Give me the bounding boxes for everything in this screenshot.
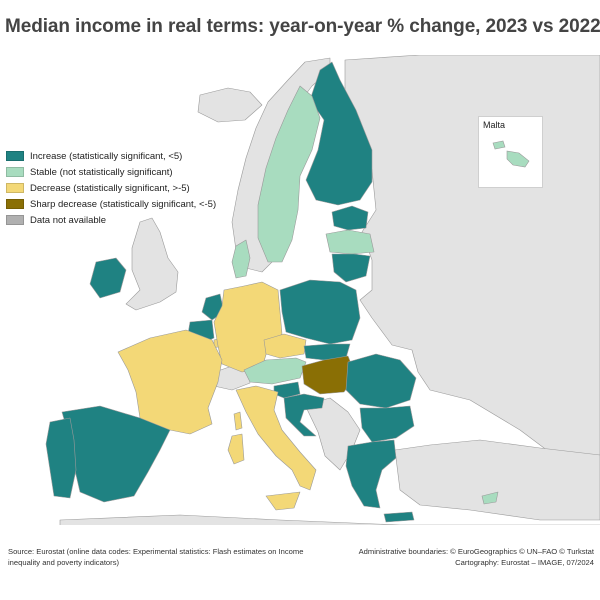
legend-swatch-increase bbox=[6, 151, 24, 161]
finland-region bbox=[305, 61, 373, 206]
legend-item-not-available: Data not available bbox=[6, 212, 216, 228]
iceland-shape bbox=[197, 87, 263, 123]
croatia-region bbox=[283, 393, 325, 437]
europe-map bbox=[0, 55, 600, 525]
lithuania-region bbox=[331, 253, 371, 283]
legend-swatch-sharp-decrease bbox=[6, 199, 24, 209]
uk-shape bbox=[125, 217, 179, 311]
legend-swatch-not-available bbox=[6, 215, 24, 225]
turkey-shape bbox=[394, 439, 600, 521]
legend-label-sharp-decrease: Sharp decrease (statistically significan… bbox=[30, 198, 217, 210]
boundaries-credit: Administrative boundaries: © EuroGeograp… bbox=[358, 547, 594, 556]
map-title: Median income in real terms: year-on-yea… bbox=[5, 16, 600, 37]
legend-item-increase: Increase (statistically significant, <5) bbox=[6, 148, 216, 164]
legend-label-decrease: Decrease (statistically significant, >-5… bbox=[30, 182, 190, 194]
greece-region bbox=[345, 439, 397, 509]
legend-swatch-stable bbox=[6, 167, 24, 177]
legend-swatch-decrease bbox=[6, 183, 24, 193]
poland-region bbox=[279, 279, 361, 345]
credits-note: Administrative boundaries: © EuroGeograp… bbox=[304, 546, 594, 568]
legend-label-stable: Stable (not statistically significant) bbox=[30, 166, 173, 178]
czechia-region bbox=[263, 333, 307, 359]
cartography-credit: Cartography: Eurostat – IMAGE, 07/2024 bbox=[455, 558, 594, 567]
sicily-region bbox=[265, 491, 301, 511]
legend-label-not-available: Data not available bbox=[30, 214, 107, 226]
cyprus-region bbox=[481, 491, 499, 505]
estonia-region bbox=[331, 205, 369, 231]
legend-item-decrease: Decrease (statistically significant, >-5… bbox=[6, 180, 216, 196]
romania-region bbox=[345, 353, 417, 409]
map-legend: Increase (statistically significant, <5)… bbox=[6, 148, 216, 228]
corsica-region bbox=[233, 411, 243, 431]
legend-label-increase: Increase (statistically significant, <5) bbox=[30, 150, 183, 162]
source-note: Source: Eurostat (online data codes: Exp… bbox=[8, 547, 304, 567]
sweden-region bbox=[257, 85, 321, 263]
malta-inset: Malta bbox=[478, 116, 543, 188]
italy-region bbox=[235, 385, 317, 491]
north-africa-shape bbox=[59, 514, 600, 525]
portugal-region bbox=[45, 417, 77, 499]
malta-inset-label: Malta bbox=[483, 120, 506, 130]
sardinia-region bbox=[227, 433, 245, 465]
ireland-region bbox=[89, 257, 127, 299]
denmark-region bbox=[231, 239, 251, 279]
crete-region bbox=[383, 511, 415, 523]
malta-island bbox=[506, 150, 530, 168]
france-region bbox=[117, 329, 223, 435]
germany-region bbox=[213, 281, 283, 373]
gozo-island bbox=[492, 140, 506, 150]
bulgaria-region bbox=[359, 405, 415, 443]
legend-item-stable: Stable (not statistically significant) bbox=[6, 164, 216, 180]
legend-item-sharp-decrease: Sharp decrease (statistically significan… bbox=[6, 196, 216, 212]
latvia-region bbox=[325, 229, 375, 255]
